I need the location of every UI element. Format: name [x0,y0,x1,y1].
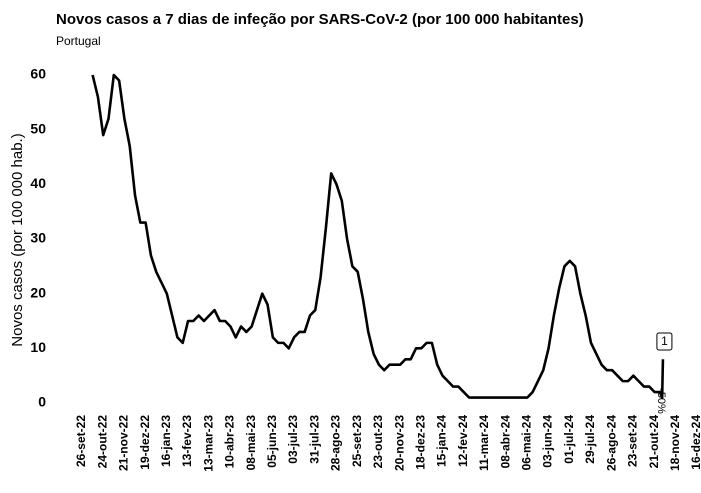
x-tick-label: 26-set-22 [74,415,88,467]
x-tick-label: 19-dez-22 [138,415,152,470]
x-tick-label: 31-jul-23 [307,415,321,464]
x-tick-label: 06-mai-24 [520,415,534,471]
x-tick-label: 21-nov-22 [117,415,131,471]
x-tick-label: 18-nov-24 [668,415,682,471]
x-tick-label: 13-mar-23 [201,415,215,472]
x-tick-label: 01-jul-24 [562,415,576,464]
y-tick-label: 60 [30,66,46,82]
y-tick-label: 30 [30,230,46,246]
y-tick-label: 40 [30,175,46,191]
x-tick-label: 12-fev-24 [456,415,470,467]
x-tick-label: 11-mar-24 [477,415,491,471]
chart-subtitle: Portugal [56,34,101,48]
annotation-frame [656,332,673,351]
annotation-box: 1 [656,332,673,351]
x-tick-label: 08-mai-23 [244,415,258,471]
x-tick-label: 16-dez-24 [689,415,701,470]
x-tick-label: 10-abr-23 [223,415,237,469]
x-tick-label: 16-jan-23 [159,415,173,467]
y-tick-label: 0 [38,394,46,410]
annotation-text: 1 [661,334,668,348]
x-tick-label: 15-jan-24 [435,415,449,467]
x-tick-label: 03-jul-23 [286,415,300,464]
x-tick-label: 13-fev-23 [180,415,194,467]
x-tick-label: 24-out-22 [95,415,109,469]
y-tick-label: 20 [30,284,46,300]
y-tick-label: 10 [30,339,46,355]
x-tick-label: 23-set-24 [626,415,640,467]
y-tick-label: 50 [30,120,46,136]
x-tick-label: 20-nov-23 [392,415,406,471]
x-tick-label: 23-out-23 [371,415,385,469]
x-tick-label: 08-abr-24 [498,415,512,469]
x-tick-label: 26-ago-24 [604,415,618,471]
x-tick-label: 29-jul-24 [583,415,597,464]
x-tick-label: 28-ago-23 [329,415,343,471]
x-tick-label: 18-dez-23 [413,415,427,470]
annotation-text: -50% [655,388,667,414]
data-line [91,73,665,399]
x-tick-label: 05-jun-23 [265,415,279,468]
x-tick-label: 25-set-23 [350,415,364,467]
x-tick-label: 03-jun-24 [541,415,555,468]
y-axis-label: Novos casos (por 100 000 hab.) [9,133,26,346]
x-tick-label: 21-out-24 [647,415,661,469]
chart-title: Novos casos a 7 dias de infeção por SARS… [56,11,584,28]
